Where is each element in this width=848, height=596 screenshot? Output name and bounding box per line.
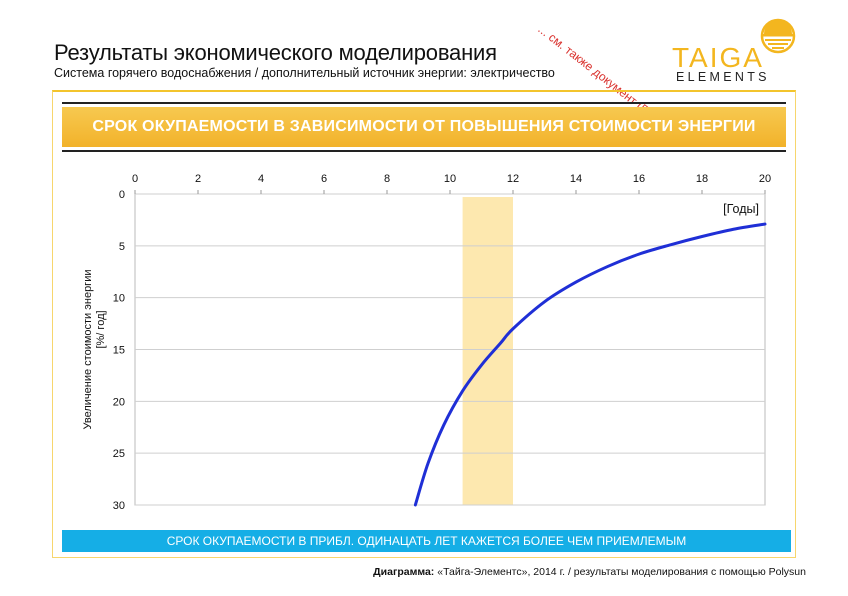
x-tick-label: 14	[570, 173, 582, 185]
banner-top-rule	[62, 102, 786, 104]
y-tick-label: 5	[119, 241, 125, 253]
x-tick-label: 10	[444, 173, 456, 185]
highlight-band	[462, 197, 513, 505]
conclusion-bar: СРОК ОКУПАЕМОСТИ В ПРИБЛ. ОДИНАЦАТЬ ЛЕТ …	[62, 530, 791, 552]
y-tick-label: 20	[113, 396, 125, 408]
y-tick-label: 25	[113, 448, 125, 460]
content-frame	[52, 90, 796, 558]
x-tick-label: 2	[195, 173, 201, 185]
y-axis-unit-label: [%/ год]	[95, 310, 107, 348]
logo-wordmark: TAIGA	[672, 42, 764, 73]
x-tick-label: 4	[258, 173, 264, 185]
x-tick-label: 6	[321, 173, 327, 185]
y-tick-label: 30	[113, 500, 125, 512]
y-tick-label: 15	[113, 345, 125, 357]
chart-caption: Диаграмма: «Тайга-Элементс», 2014 г. / р…	[373, 566, 806, 578]
x-tick-label: 8	[384, 173, 390, 185]
page-title: Результаты экономического моделирования	[54, 40, 497, 65]
taiga-elements-logo: TAIGA ELEMENTS	[664, 14, 804, 84]
x-tick-label: 18	[696, 173, 708, 185]
chart-banner: СРОК ОКУПАЕМОСТИ В ЗАВИСИМОСТИ ОТ ПОВЫШЕ…	[62, 107, 786, 147]
y-tick-label: 0	[119, 189, 125, 201]
y-tick-label: 10	[113, 293, 125, 305]
sun-icon	[760, 18, 796, 54]
page-subtitle: Система горячего водоснабжения / дополни…	[54, 66, 555, 80]
caption-label: Диаграмма:	[373, 566, 435, 578]
caption-text: «Тайга-Элементс», 2014 г. / результаты м…	[434, 566, 806, 578]
x-tick-label: 20	[759, 173, 771, 185]
y-axis-label: Увеличение стоимости энергии	[82, 270, 94, 430]
x-tick-label: 0	[132, 173, 138, 185]
x-tick-label: 16	[633, 173, 645, 185]
x-tick-label: 12	[507, 173, 519, 185]
banner-bottom-rule	[62, 150, 786, 152]
logo-subtitle: ELEMENTS	[676, 70, 770, 84]
x-axis-label: [Годы]	[723, 202, 759, 216]
